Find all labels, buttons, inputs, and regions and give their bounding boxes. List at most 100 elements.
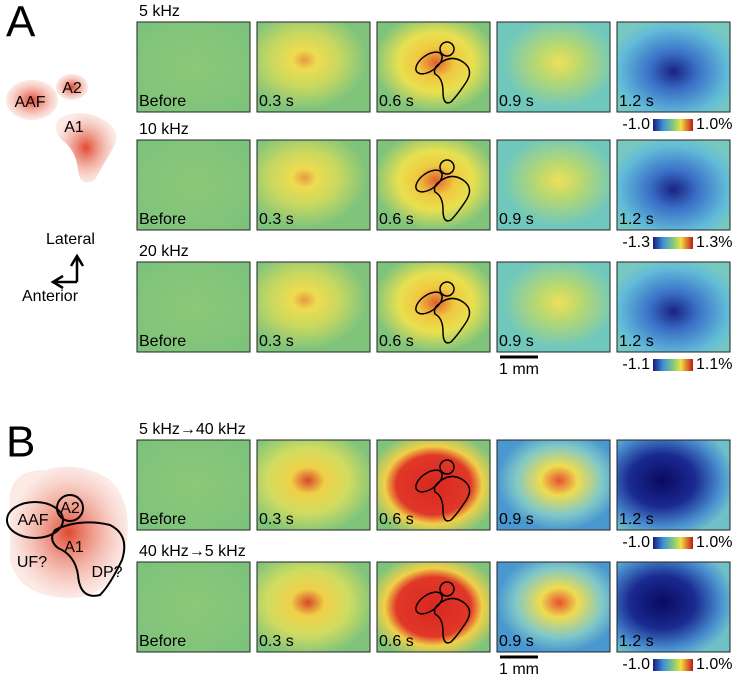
frame-label: 1.2 s: [619, 211, 654, 228]
image-frame: [136, 139, 251, 231]
frame-label: 1.2 s: [619, 93, 654, 110]
area-outline: [433, 57, 471, 104]
colorbar-min: -1.0: [622, 116, 650, 133]
frame-label: 0.6 s: [379, 633, 414, 650]
image-frame: [496, 561, 611, 653]
frame-label: 0.9 s: [499, 211, 534, 228]
frame-label: 1.2 s: [619, 511, 654, 528]
row-title: 5 kHz→40 kHz: [139, 421, 246, 438]
area-outline: [415, 51, 443, 75]
area-outline: [439, 159, 455, 175]
area-shape: [9, 466, 128, 599]
frame-label: 0.3 s: [259, 511, 294, 528]
area-label: A1: [64, 539, 84, 556]
image-frame: [376, 561, 491, 653]
colorbar-max: 1.0%: [696, 534, 732, 551]
schematic-b: [6, 466, 128, 599]
area-label: A1: [64, 119, 84, 136]
image-frame: [496, 439, 611, 531]
frame-label: 0.9 s: [499, 333, 534, 350]
axis-label: Anterior: [22, 288, 79, 305]
area-label: UF?: [17, 554, 47, 571]
frame-label: 0.3 s: [259, 633, 294, 650]
frame-label: 0.6 s: [379, 511, 414, 528]
row-title: 5 kHz: [139, 3, 180, 20]
frame-label: 0.3 s: [259, 333, 294, 350]
area-outline: [433, 175, 471, 222]
image-frame: [496, 21, 611, 113]
area-outline: [439, 281, 455, 297]
image-frame: [136, 561, 251, 653]
colorbar-min: -1.3: [622, 234, 650, 251]
image-frame: [256, 561, 371, 653]
image-frame: [616, 139, 731, 231]
image-frame: [616, 261, 731, 353]
orientation-arrows: [50, 253, 85, 290]
frame-label: 0.9 s: [499, 93, 534, 110]
area-outline: [433, 597, 471, 644]
image-frame: [256, 261, 371, 353]
colorbar-max: 1.3%: [696, 234, 732, 251]
image-frame: [376, 21, 491, 113]
row-title: 10 kHz: [139, 121, 189, 138]
area-outline: [433, 475, 471, 522]
scale-bar-label: 1 mm: [499, 361, 539, 378]
area-outline: [415, 169, 443, 193]
image-frame: [136, 261, 251, 353]
frame-label: Before: [139, 93, 186, 110]
frame-label: 1.2 s: [619, 333, 654, 350]
image-frame: [496, 261, 611, 353]
frame-label: 0.6 s: [379, 93, 414, 110]
colorbar-max: 1.0%: [696, 656, 732, 673]
area-label: AAF: [17, 512, 48, 529]
image-frame: [496, 139, 611, 231]
image-frame: [256, 439, 371, 531]
area-outline: [439, 41, 455, 57]
area-shape: [56, 74, 88, 100]
frame-label: 0.3 s: [259, 211, 294, 228]
frame-label: 1.2 s: [619, 633, 654, 650]
colorbar-max: 1.1%: [696, 356, 732, 373]
frame-label: 0.6 s: [379, 333, 414, 350]
frame-label: 0.3 s: [259, 93, 294, 110]
frame-label: Before: [139, 633, 186, 650]
axis-label: Lateral: [46, 231, 95, 248]
image-frame: [376, 261, 491, 353]
area-outline: [439, 459, 455, 475]
area-label: A2: [62, 80, 82, 97]
area-outline: [51, 521, 126, 597]
frame-label: 0.9 s: [499, 633, 534, 650]
colorbar-min: -1.0: [622, 534, 650, 551]
area-outline: [415, 291, 443, 315]
row-title: 20 kHz: [139, 243, 189, 260]
colorbar-min: -1.0: [622, 656, 650, 673]
schematic-a: [6, 74, 117, 290]
colorbar: [653, 537, 693, 549]
area-outline: [439, 581, 455, 597]
area-shape: [55, 113, 117, 183]
colorbar: [653, 119, 693, 131]
area-outline: [56, 494, 84, 522]
panel-letter: B: [6, 418, 35, 467]
image-frame: [376, 139, 491, 231]
colorbar-min: -1.1: [622, 356, 650, 373]
scale-bar-label: 1 mm: [499, 661, 539, 678]
panel-letter: A: [6, 0, 36, 47]
area-label: AAF: [14, 94, 45, 111]
image-frame: [376, 439, 491, 531]
area-outline: [415, 469, 443, 493]
image-frame: [616, 561, 731, 653]
image-frame: [256, 21, 371, 113]
colorbar: [653, 359, 693, 371]
image-frame: [136, 21, 251, 113]
image-frame: [616, 439, 731, 531]
image-frame: [256, 139, 371, 231]
colorbar-max: 1.0%: [696, 116, 732, 133]
frame-label: Before: [139, 333, 186, 350]
image-frame: [616, 21, 731, 113]
frame-label: Before: [139, 511, 186, 528]
colorbar: [653, 659, 693, 671]
frame-label: 0.6 s: [379, 211, 414, 228]
area-outline: [433, 297, 471, 344]
